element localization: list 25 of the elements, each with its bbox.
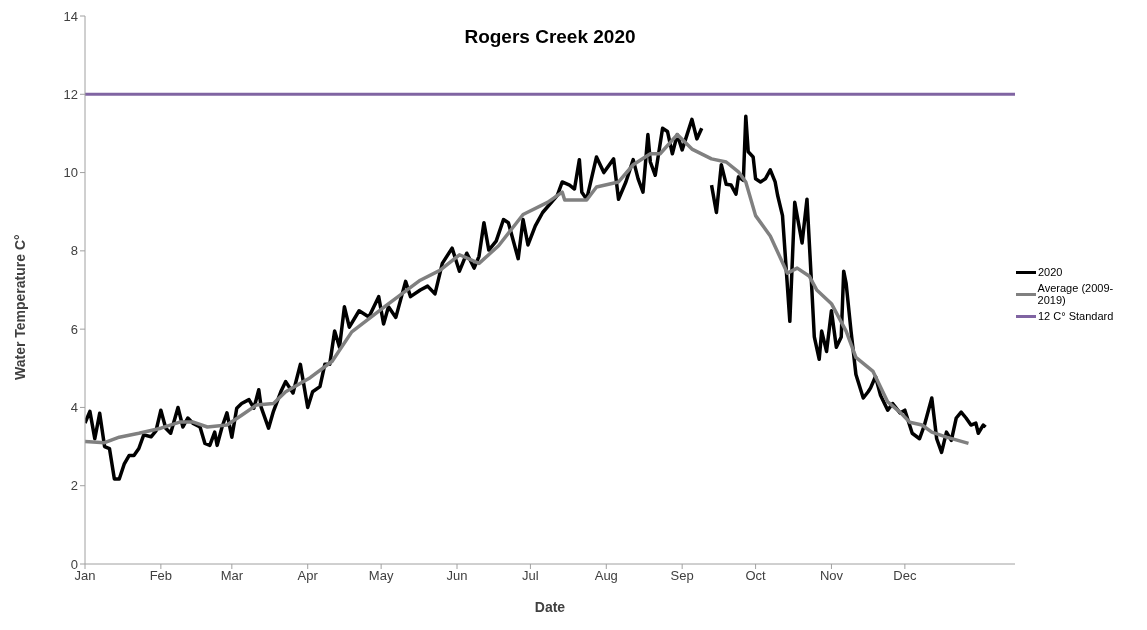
x-tick-label: Sep [670,568,694,584]
y-tick-label: 10 [63,165,78,181]
x-tick-label: Nov [819,568,844,584]
x-tick-label: Jun [446,568,468,584]
y-tick-label: 6 [70,321,78,337]
y-tick-label: 12 [63,86,78,102]
x-tick-label: Dec [893,568,917,584]
y-tick-label: 8 [70,243,78,259]
y-axis-title: Water Temperature C° [11,234,28,380]
line-series [85,132,971,446]
legend-label: 12 C° Standard [1038,310,1114,322]
x-tick-label: Apr [297,568,319,584]
text: Rogers Creek 2020 [463,26,637,48]
x-tick-label: Feb [149,568,173,584]
legend-label: Average (2009-2019) [1037,282,1115,306]
x-tick-label: Aug [594,568,618,584]
legend-label: 2020 [1038,266,1063,278]
y-tick-label: 2 [70,478,78,494]
x-tick-label: Jul [522,568,539,584]
x-tick-label: Oct [745,568,767,584]
y-tick-label: 14 [63,8,78,24]
x-tick-label: May [368,568,394,584]
x-axis-title: Date [534,599,566,615]
x-tick-label: Mar [220,568,244,584]
y-tick-label: 4 [70,400,78,416]
